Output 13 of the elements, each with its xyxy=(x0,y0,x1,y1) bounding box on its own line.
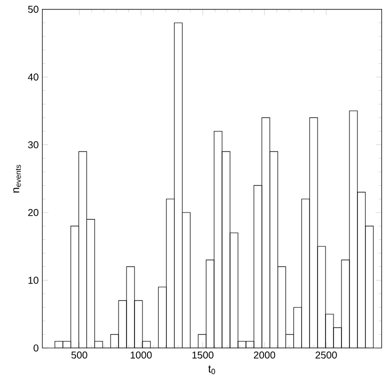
x-tick-label: 2000 xyxy=(254,352,276,359)
y-tick-label: 50 xyxy=(28,6,38,13)
x-tick-label: 500 xyxy=(71,352,88,359)
y-tick-label: 30 xyxy=(28,141,38,148)
x-tick-label: 2500 xyxy=(316,352,337,359)
x-tick-label: 1500 xyxy=(192,352,214,359)
y-tick-label: 0 xyxy=(34,344,38,352)
y-tick-label: 10 xyxy=(28,276,38,284)
y-axis-title: n$_{events}$ xyxy=(13,164,21,193)
y-tick-label: 20 xyxy=(28,208,38,216)
y-tick-label: 40 xyxy=(28,74,38,81)
x-tick-label: 1000 xyxy=(130,352,152,359)
x-axis-title: t$_{0}$ xyxy=(208,365,216,374)
